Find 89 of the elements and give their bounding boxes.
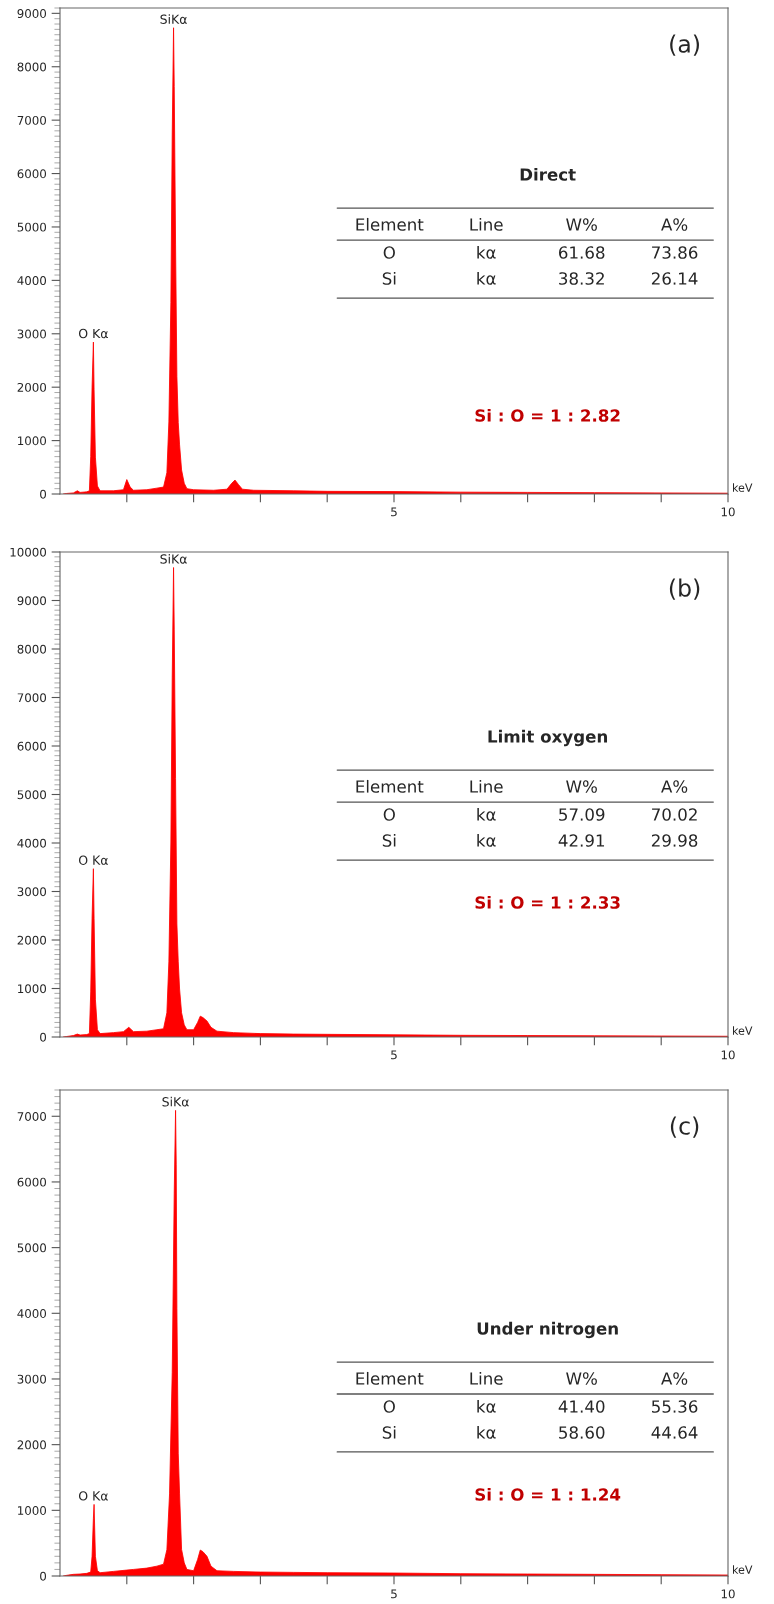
annotation: 26.14 <box>651 272 698 285</box>
annotation: Limit oxygen <box>488 729 608 747</box>
y-tick-label: 7000 <box>17 693 47 703</box>
annotation: (c) <box>670 1116 699 1138</box>
annotation: Element <box>356 779 424 793</box>
y-tick-label: 8000 <box>17 62 47 72</box>
y-tick-label: 8000 <box>17 644 47 654</box>
annotation: O <box>383 246 395 259</box>
annotation: Si <box>382 1425 396 1439</box>
x-axis-title: keV <box>733 1026 753 1035</box>
annotation: Si : O = 1 : 2.33 <box>475 895 620 909</box>
annotation: kα <box>477 833 496 847</box>
annotation: Element <box>356 1371 424 1385</box>
y-tick-label: 5000 <box>17 790 47 800</box>
annotation: SiKα <box>160 554 187 564</box>
y-tick-label: 1000 <box>18 984 47 994</box>
annotation: SiKα <box>162 1096 189 1107</box>
annotation: O <box>383 808 395 821</box>
annotation: 41.40 <box>558 1400 605 1413</box>
annotation: (a) <box>670 34 699 56</box>
annotation: 55.36 <box>651 1400 698 1413</box>
y-tick-label: 1000 <box>18 1506 47 1515</box>
annotation: Si <box>382 833 396 847</box>
annotation: W% <box>566 1372 597 1385</box>
y-tick-label: 4000 <box>17 276 47 286</box>
annotation: O Kα <box>78 855 108 865</box>
y-tick-label: 4000 <box>17 838 47 848</box>
annotation: Direct <box>520 167 576 181</box>
y-tick-label: 10000 <box>10 547 47 557</box>
annotation: (b) <box>669 578 700 600</box>
y-tick-label: 0 <box>40 1032 47 1042</box>
annotation: kα <box>477 807 496 821</box>
x-tick-label: 10 <box>721 507 735 517</box>
annotation: 57.09 <box>559 808 605 821</box>
annotation: kα <box>477 271 496 285</box>
annotation: A% <box>661 1372 688 1385</box>
annotation: Line <box>470 217 503 231</box>
annotation: O <box>383 1400 395 1413</box>
annotation: A% <box>661 780 688 793</box>
x-axis-title: keV <box>733 483 753 492</box>
annotation: Element <box>356 217 424 231</box>
y-tick-label: 5000 <box>17 1243 47 1253</box>
x-tick-label: 5 <box>391 1050 397 1060</box>
y-tick-label: 9000 <box>17 9 47 18</box>
y-tick-label: 3000 <box>17 887 47 897</box>
y-tick-label: 1000 <box>18 436 47 446</box>
annotation: Line <box>470 779 503 793</box>
y-tick-label: 6000 <box>17 1177 47 1187</box>
x-tick-label: 5 <box>391 507 397 517</box>
annotation: kα <box>477 1425 496 1439</box>
annotation: 61.68 <box>559 246 605 259</box>
annotation: Si : O = 1 : 1.24 <box>475 1487 621 1501</box>
y-tick-label: 6000 <box>17 169 47 179</box>
annotation: Si <box>382 271 396 285</box>
y-tick-label: 3000 <box>17 329 47 339</box>
y-tick-label: 5000 <box>17 222 47 232</box>
annotation: Si : O = 1 : 2.82 <box>475 408 620 422</box>
y-tick-label: 2000 <box>17 382 47 392</box>
annotation: W% <box>566 218 597 231</box>
annotation: 42.91 <box>558 834 605 847</box>
annotation: 73.86 <box>652 246 698 259</box>
annotation: SiKα <box>160 14 187 24</box>
y-tick-label: 3000 <box>17 1374 47 1384</box>
x-axis-title: keV <box>733 1565 753 1574</box>
annotation: kα <box>477 1399 496 1413</box>
y-tick-label: 9000 <box>17 596 47 606</box>
annotation: W% <box>566 780 597 793</box>
y-tick-label: 7000 <box>17 1111 47 1121</box>
y-tick-label: 4000 <box>17 1309 47 1318</box>
y-tick-label: 0 <box>40 489 47 499</box>
annotation: 29.98 <box>651 834 698 847</box>
annotation: A% <box>661 218 688 231</box>
annotation: 38.32 <box>559 272 604 285</box>
annotation: Line <box>470 1371 503 1385</box>
y-tick-label: 2000 <box>17 935 47 945</box>
y-tick-label: 0 <box>40 1571 47 1581</box>
annotation: O Kα <box>78 328 108 339</box>
annotation: kα <box>477 245 496 259</box>
y-tick-label: 6000 <box>17 741 47 751</box>
annotation: 44.64 <box>651 1426 698 1439</box>
x-tick-label: 5 <box>391 1589 397 1599</box>
annotation: 58.60 <box>559 1426 605 1439</box>
annotation: Under nitrogen <box>477 1321 618 1339</box>
x-tick-label: 10 <box>721 1589 735 1599</box>
y-tick-label: 7000 <box>17 115 47 125</box>
x-tick-label: 10 <box>721 1050 735 1060</box>
annotation: 70.02 <box>652 808 697 821</box>
annotation: O Kα <box>78 1491 108 1501</box>
y-tick-label: 2000 <box>17 1440 47 1450</box>
